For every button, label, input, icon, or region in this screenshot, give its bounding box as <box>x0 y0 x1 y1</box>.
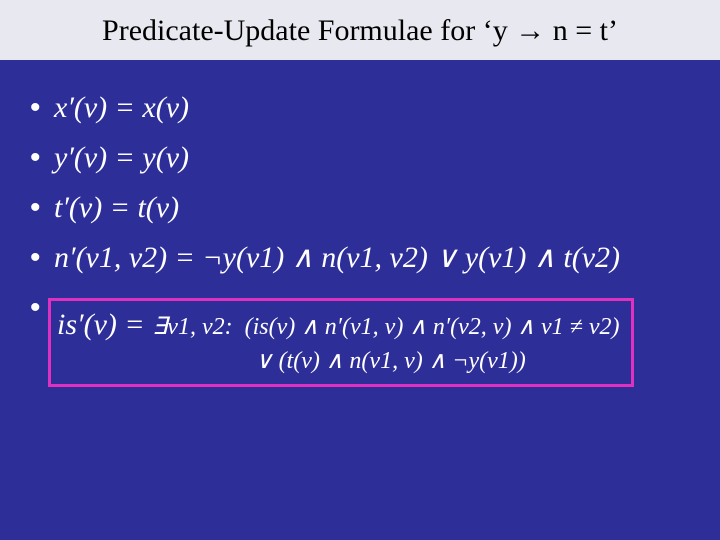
highlight-box: is′(v) = ∃v1, v2: (is(v) ∧ n′(v1, v) ∧ n… <box>48 298 634 387</box>
bullet-dot-icon: • <box>30 140 54 176</box>
bullet-dot-icon: • <box>30 90 54 126</box>
formula-is-line2: ∨ (t(v) ∧ n(v1, v) ∧ ¬y(v1)) <box>255 347 619 376</box>
bullet-row: • x′(v) = x(v) <box>30 90 700 126</box>
formula-y: y′(v) = y(v) <box>54 140 189 176</box>
bullet-row-boxed: • is′(v) = ∃v1, v2: (is(v) ∧ n′(v1, v) ∧… <box>30 290 700 387</box>
is-body1: ∃v1, v2: (is(v) ∧ n′(v1, v) ∧ n′(v2, v) … <box>152 314 619 340</box>
bullet-dot-icon: • <box>30 190 54 226</box>
bullet-row: • y′(v) = y(v) <box>30 140 700 176</box>
bullet-dot-icon: • <box>30 240 54 276</box>
formula-is-line1: is′(v) = ∃v1, v2: (is(v) ∧ n′(v1, v) ∧ n… <box>57 307 619 343</box>
title-bar: Predicate-Update Formulae for ‘y → n = t… <box>0 0 720 60</box>
is-lead: is′(v) = <box>57 308 152 341</box>
formula-t: t′(v) = t(v) <box>54 190 179 226</box>
bullet-row: • t′(v) = t(v) <box>30 190 700 226</box>
formula-x: x′(v) = x(v) <box>54 90 189 126</box>
formula-n: n′(v1, v2) = ¬y(v1) ∧ n(v1, v2) ∨ y(v1) … <box>54 240 620 276</box>
bullet-row: • n′(v1, v2) = ¬y(v1) ∧ n(v1, v2) ∨ y(v1… <box>30 240 700 276</box>
slide: Predicate-Update Formulae for ‘y → n = t… <box>0 0 720 540</box>
boxed-wrap: is′(v) = ∃v1, v2: (is(v) ∧ n′(v1, v) ∧ n… <box>48 298 634 387</box>
content-area: • x′(v) = x(v) • y′(v) = y(v) • t′(v) = … <box>0 60 720 387</box>
slide-title: Predicate-Update Formulae for ‘y → n = t… <box>102 14 618 47</box>
